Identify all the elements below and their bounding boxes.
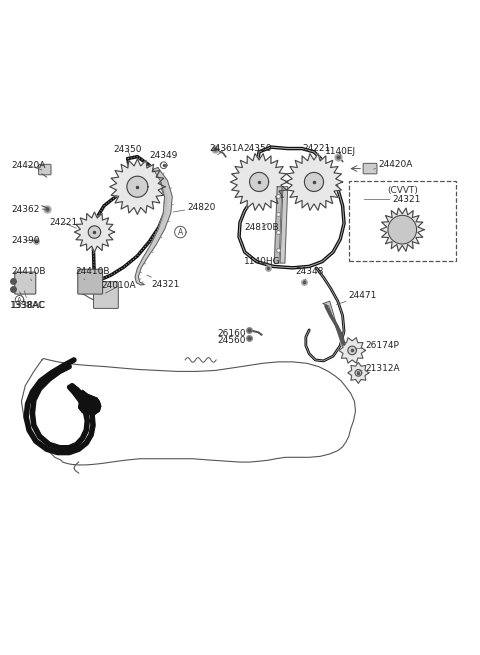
- Polygon shape: [394, 221, 411, 238]
- Text: 1338AC: 1338AC: [11, 291, 46, 310]
- FancyBboxPatch shape: [94, 282, 118, 309]
- Text: 24471: 24471: [336, 291, 377, 305]
- Polygon shape: [304, 172, 324, 191]
- Text: 24010A: 24010A: [102, 282, 136, 293]
- Polygon shape: [388, 215, 417, 244]
- Polygon shape: [250, 172, 269, 191]
- Text: 24410B: 24410B: [75, 267, 110, 280]
- Text: 24420A: 24420A: [373, 160, 413, 169]
- Text: 24221: 24221: [49, 218, 77, 228]
- Text: 26160: 26160: [217, 329, 252, 338]
- Polygon shape: [74, 212, 115, 252]
- Text: 1140EJ: 1140EJ: [325, 147, 356, 158]
- Polygon shape: [348, 346, 357, 355]
- Text: 24410B: 24410B: [11, 267, 46, 281]
- Text: 24420A: 24420A: [11, 160, 45, 170]
- Text: 1140HG: 1140HG: [244, 257, 280, 267]
- Bar: [349, 181, 456, 261]
- FancyBboxPatch shape: [15, 272, 36, 294]
- FancyBboxPatch shape: [38, 164, 51, 175]
- Polygon shape: [355, 369, 362, 376]
- Polygon shape: [110, 159, 165, 214]
- Polygon shape: [135, 168, 172, 285]
- Text: A: A: [178, 227, 183, 236]
- Text: A: A: [17, 297, 22, 303]
- Text: 24221: 24221: [302, 143, 330, 153]
- Text: 24560: 24560: [217, 337, 252, 345]
- Text: 24321: 24321: [147, 275, 180, 289]
- Polygon shape: [339, 338, 365, 363]
- Text: 24390: 24390: [11, 236, 39, 245]
- Text: (CVVT): (CVVT): [387, 186, 418, 195]
- FancyBboxPatch shape: [78, 269, 103, 294]
- Text: 24350: 24350: [114, 145, 142, 157]
- Text: 24321: 24321: [364, 195, 421, 204]
- Text: 24350: 24350: [244, 143, 272, 153]
- Polygon shape: [280, 187, 288, 263]
- Polygon shape: [285, 154, 343, 210]
- Polygon shape: [323, 301, 347, 346]
- Text: 24810B: 24810B: [245, 223, 279, 232]
- Polygon shape: [275, 187, 282, 263]
- Text: 24820: 24820: [173, 203, 216, 212]
- Polygon shape: [380, 208, 424, 252]
- Polygon shape: [230, 154, 288, 210]
- Text: 1338AC: 1338AC: [10, 291, 45, 310]
- Text: 24362: 24362: [11, 204, 47, 214]
- Polygon shape: [348, 362, 369, 383]
- Text: 24348: 24348: [296, 267, 324, 281]
- FancyBboxPatch shape: [363, 163, 377, 174]
- Text: 21312A: 21312A: [357, 364, 400, 373]
- Text: 24349: 24349: [149, 151, 178, 164]
- Polygon shape: [79, 390, 101, 415]
- Polygon shape: [127, 176, 148, 197]
- Polygon shape: [88, 226, 101, 238]
- Text: 24361A: 24361A: [209, 144, 244, 155]
- Text: 26174P: 26174P: [356, 341, 399, 350]
